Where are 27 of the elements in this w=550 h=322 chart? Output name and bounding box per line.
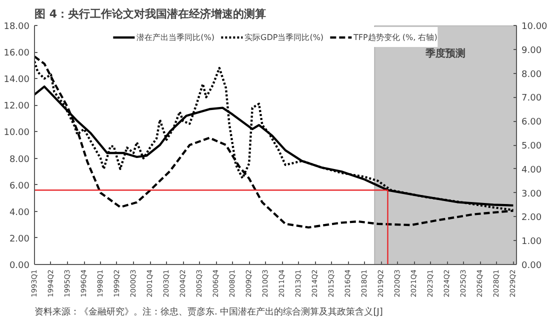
legend-label: 实际GDP当季同比(%)	[244, 32, 324, 42]
chart-title: 图 4：央行工作论文对我国潜在经济增速的测算	[34, 8, 266, 20]
y2-tick-label: 3.00	[522, 189, 542, 200]
y2-tick-label: 1.00	[522, 237, 542, 248]
band-label: 季度预测	[424, 48, 466, 60]
text: 资料来源：《金融研究》。注：徐忠、贾彦东. 中国潜在产出的综合测算及其政策含义[J]	[34, 306, 383, 318]
y2-tick-label: 8.00	[522, 70, 542, 80]
y-tick-label: 0.00	[9, 261, 30, 271]
y-tick-label: 14.00	[4, 75, 30, 86]
y-tick-label: 4.00	[9, 208, 30, 218]
y2-tick-label: 7.00	[522, 94, 542, 104]
y-tick-label: 18.00	[4, 22, 30, 32]
y-tick-label: 6.00	[9, 181, 30, 192]
y-tick-label: 12.00	[4, 102, 30, 112]
y2-tick-label: 10.00	[522, 22, 548, 32]
y-tick-label: 8.00	[9, 154, 30, 165]
y2-tick-label: 0.00	[522, 261, 542, 271]
y-tick-label: 10.00	[4, 128, 30, 138]
y2-tick-label: 6.00	[522, 118, 542, 128]
y2-tick-label: 4.00	[522, 165, 542, 176]
legend-label: TFP趋势变化 (%, 右轴)	[354, 32, 438, 42]
y-tick-label: 2.00	[9, 234, 30, 244]
legend-label: 潜在产出当季同比(%)	[136, 32, 215, 42]
y2-tick-label: 9.00	[522, 46, 542, 56]
y-tick-label: 16.00	[4, 48, 30, 59]
y2-tick-label: 5.00	[522, 142, 542, 152]
y2-tick-label: 2.00	[522, 213, 542, 224]
